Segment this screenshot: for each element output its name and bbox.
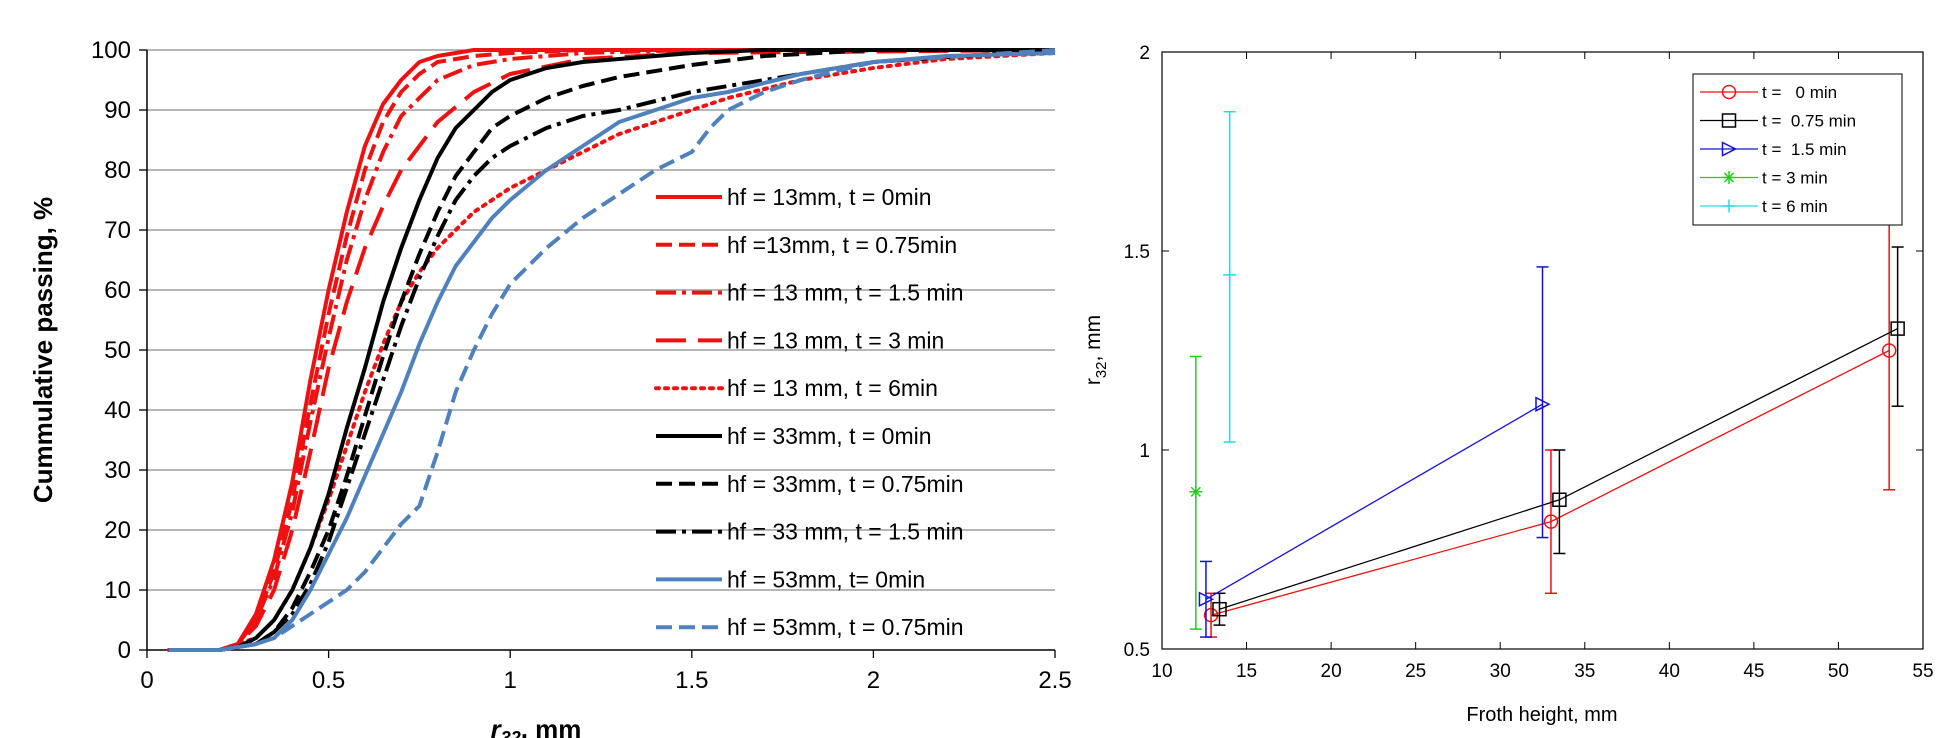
right-legend-marker [1722,171,1736,184]
right-y-tick-label: 0.5 [1124,640,1150,661]
right-y-tick-label: 1.5 [1124,242,1150,263]
left-x-axis-title: r32, mm [491,714,582,738]
right-legend-marker-stroke [1723,172,1735,183]
right-data-point [1552,492,1567,507]
right-data-point-stroke [1190,486,1201,497]
right-series-3 [1198,266,1551,638]
right-x-tick-label: 50 [1828,661,1849,682]
left-y-tick-label: 80 [104,157,131,184]
right-series-5 [1223,110,1237,443]
right-ticks: 10 15 20 25 30 35 40 45 50 55 0.5 1 1.5 2 [1124,43,1934,682]
left-legend-label: hf = 53mm, t = 0.75min [727,614,964,640]
right-legend: t = 0 min t = 0.75 min t = 1.5 min t = 3 mi… [1692,73,1903,226]
right-y-axis-title-rest: , mm [1082,315,1105,362]
right-data-point [1212,601,1227,617]
left-legend-label: hf = 13 mm, t = 1.5 min [727,280,964,306]
right-x-tick-label: 45 [1743,661,1764,682]
left-series-line-3 [168,48,1055,652]
right-series-line [1205,403,1543,600]
left-legend-label: hf =13mm, t = 0.75min [727,232,957,258]
left-series-line-7 [168,48,1055,652]
right-legend-label: t = 3 min [1762,169,1828,188]
right-data-point [1881,343,1897,358]
cumulative-passing-chart: 0 10 20 30 40 50 60 70 80 90 100 0 0.5 1 1.5 2 2.5 Cummu… [28,37,1072,738]
left-y-tick-label: 70 [104,217,131,244]
left-x-axis-title-rest: , mm [521,714,582,738]
froth-height-chart: 10 15 20 25 30 35 40 45 50 55 0.5 1 1.5 2 Froth heigh… [1082,43,1934,726]
left-series-line-6 [168,48,1055,652]
left-y-tick-label: 0 [118,637,131,664]
right-y-axis-title-sub: 32 [1093,361,1110,378]
left-legend-label: hf = 53mm, t= 0min [727,566,925,592]
right-data-point [1890,321,1905,336]
left-legend-label: hf = 13 mm, t = 6min [727,375,938,401]
right-series-line [1219,328,1898,610]
right-data-point [1535,396,1551,412]
right-x-tick-label: 10 [1151,661,1172,682]
left-y-tick-label: 50 [104,337,131,364]
left-grid [147,49,1055,591]
left-y-tick-label: 10 [104,577,131,604]
left-legend-label: hf = 33mm, t = 0.75min [727,471,964,497]
right-y-tick-label: 2 [1139,43,1150,64]
left-y-tick-label: 60 [104,277,131,304]
right-y-axis-title: r32, mm [1082,315,1110,385]
right-data-point [1223,268,1237,282]
right-data-point [1543,514,1559,529]
left-x-tick-label: 1 [504,667,517,694]
right-y-tick-label: 1 [1139,441,1150,462]
left-legend-label: hf = 13mm, t = 0min [727,184,932,210]
left-legend-label: hf = 13 mm, t = 3 min [727,327,944,353]
left-x-axis-title-sub: 32 [501,728,521,738]
right-plot-frame [1161,51,1924,650]
right-data-point [1198,591,1215,607]
right-legend-label: t = 0 min [1762,83,1837,102]
right-x-tick-label: 55 [1912,661,1933,682]
right-data-point [1189,485,1203,499]
right-legend-marker [1721,141,1738,157]
left-y-tick-label: 90 [104,97,131,124]
left-y-axis-title: Cummulative passing, % [28,197,58,503]
right-series-4 [1189,355,1203,630]
left-x-tick-label: 0.5 [312,667,345,694]
left-series-line-1 [168,48,1055,652]
right-series-1 [1203,210,1897,638]
left-series-line-8 [168,48,1056,652]
left-series-line-9 [168,51,1056,652]
left-y-tick-label: 30 [104,457,131,484]
left-series-line-4 [168,48,1056,652]
right-series-line [1210,349,1890,616]
left-x-tick-label: 0 [140,667,153,694]
left-legend-label: hf = 33 mm, t = 1.5 min [727,519,964,545]
right-x-tick-label: 35 [1574,661,1595,682]
left-x-tick-label: 2 [867,667,880,694]
left-legend-label: hf = 33mm, t = 0min [727,423,932,449]
right-x-tick-label: 15 [1236,661,1257,682]
right-x-tick-label: 40 [1659,661,1680,682]
right-legend-marker [1721,84,1737,100]
right-legend-label: t = 0.75 min [1762,112,1856,131]
right-x-tick-label: 30 [1490,661,1511,682]
right-y-axis-title-main: r [1082,378,1105,385]
right-legend-marker [1722,199,1736,213]
left-series-group [166,48,1057,652]
right-series-2 [1212,246,1905,626]
left-x-axis-title-main: r [491,714,503,738]
left-series-line-10 [168,48,1056,652]
left-x-tick-label: 2.5 [1038,667,1071,694]
left-y-tick-label: 40 [104,397,131,424]
right-legend-label: t = 1.5 min [1762,140,1847,159]
right-legend-marker [1721,113,1737,128]
left-y-tick-label: 20 [104,517,131,544]
left-y-tick-label: 100 [91,37,131,64]
left-tick-labels: 0 10 20 30 40 50 60 70 80 90 100 0 0.5 1 1.5 2 2.5 [91,37,1072,694]
right-legend-label: t = 6 min [1762,197,1828,216]
right-series-group [1189,110,1905,638]
right-x-tick-label: 20 [1321,661,1342,682]
right-x-tick-label: 25 [1405,661,1426,682]
left-legend: hf = 13mm, t = 0min hf =13mm, t = 0.75min… [654,184,964,640]
left-x-tick-label: 1.5 [675,667,708,694]
right-x-axis-title: Froth height, mm [1466,704,1617,726]
